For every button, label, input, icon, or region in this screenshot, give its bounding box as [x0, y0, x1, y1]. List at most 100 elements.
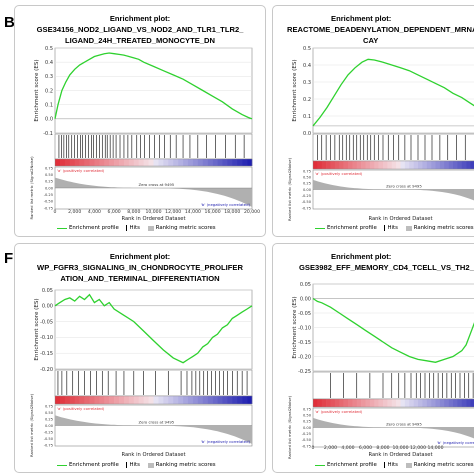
rank-color-bar-segment — [404, 161, 410, 169]
rank-color-bar-segment — [109, 159, 115, 166]
rank-color-bar-segment — [396, 399, 401, 407]
es-tick-label: -0.05 — [298, 311, 311, 317]
rank-color-bar-segment — [64, 396, 71, 404]
es-tick-label: -0.05 — [40, 319, 53, 325]
rank-color-bar-segment — [153, 159, 159, 166]
rank-color-bar-segment — [418, 399, 423, 407]
zero-cross-label: Zero cross at 9495 — [139, 420, 175, 425]
x-axis-label: Rank in Ordered Dataset — [368, 216, 432, 222]
panel-b-title-3: LIGAND_24H_TREATED_MONOCYTE_DN — [64, 36, 216, 45]
rank-color-bar-segment — [339, 161, 344, 169]
metric-tick-label: -0.25 — [44, 193, 53, 197]
metric-axis-label: Ranked list metric (Signal2Noise) — [287, 395, 292, 459]
panel-c-title-1: Enrichment plot: — [331, 14, 392, 23]
legend-hits-swatch — [384, 462, 386, 468]
ranking-metric-positive-area — [313, 417, 397, 428]
rank-color-bar-segment — [192, 396, 199, 404]
rank-color-bar-segment — [374, 161, 379, 169]
rank-color-bar-segment — [173, 159, 179, 166]
rank-color-bar-segment — [69, 159, 75, 166]
metric-tick-label: -0.50 — [44, 437, 54, 441]
legend-enrichment-swatch — [315, 464, 325, 466]
x-tick-label: 8,000 — [127, 209, 140, 215]
legend-enrichment-swatch — [315, 227, 325, 229]
rank-color-bar-segment — [378, 161, 384, 169]
panel-f-title-3: ATION_AND_TERMINAL_DIFFERENTIATION — [60, 274, 220, 283]
positive-correlation-label: 'a' (positively correlated) — [315, 171, 363, 176]
enrichment-profile-line — [54, 52, 253, 120]
rank-color-bar-segment — [84, 396, 90, 404]
rank-color-bar-segment — [361, 161, 366, 169]
metric-tick-label: 0.50 — [303, 414, 312, 418]
rank-color-bar-segment — [439, 399, 445, 407]
metric-tick-label: -0.50 — [302, 200, 312, 204]
es-tick-label: 0.5 — [303, 46, 311, 52]
es-tick-label: -0.10 — [298, 325, 311, 331]
rank-color-bar-segment — [133, 159, 140, 166]
rank-color-bar-segment — [128, 159, 135, 166]
rank-color-bar-segment — [192, 159, 199, 166]
ranking-metric-positive-area — [55, 177, 149, 188]
rank-color-bar-segment — [74, 159, 80, 166]
rank-color-bar-frame — [312, 160, 474, 170]
es-tick-label: 0.2 — [303, 97, 311, 103]
metric-tick-label: -0.75 — [44, 206, 53, 210]
legend-enrichment-label: Enrichment profile — [327, 225, 377, 231]
rank-color-bar-segment — [59, 159, 66, 166]
es-tick-label: 0.2 — [45, 88, 53, 94]
x-tick-label: 14,000 — [427, 445, 443, 451]
rank-color-bar-segment — [369, 399, 375, 407]
rank-color-bar-segment — [326, 399, 331, 407]
panel-label-b: B — [4, 14, 15, 31]
es-tick-label: 0.05 — [42, 288, 53, 294]
rank-color-bar-segment — [123, 159, 130, 166]
rank-color-bar-segment — [313, 399, 318, 407]
legend-hits-label: Hits — [129, 462, 140, 468]
rank-color-bar-segment — [247, 396, 253, 404]
legend-ranking-label: Ranking metric scores — [155, 462, 216, 468]
es-axis-label: Enrichment score (ES) — [34, 59, 40, 121]
rank-color-bar-segment — [158, 159, 164, 166]
rank-color-bar-segment — [59, 396, 66, 404]
rank-color-bar-segment — [79, 159, 85, 166]
metric-tick-label: -0.75 — [302, 444, 311, 448]
es-tick-label: -0.1 — [43, 131, 53, 137]
es-tick-label: 0.5 — [45, 46, 53, 52]
rank-color-bar-segment — [383, 399, 388, 407]
metric-tick-label: 0.00 — [303, 426, 312, 430]
rank-color-bar-segment — [114, 396, 120, 404]
rank-color-bar-segment — [461, 399, 467, 407]
metric-tick-label: 0.25 — [303, 420, 311, 424]
rank-color-bar-segment — [448, 399, 454, 407]
rank-color-bar-segment — [326, 161, 331, 169]
metric-tick-label: 0.00 — [45, 424, 54, 428]
legend-c: Enrichment profile Hits Ranking metric s… — [315, 225, 474, 232]
rank-color-bar-segment — [439, 161, 445, 169]
metric-tick-label: 0.25 — [45, 417, 53, 421]
legend-hits-swatch — [126, 462, 128, 468]
es-tick-label: 0.05 — [300, 282, 311, 288]
rank-color-bar-segment — [242, 159, 248, 166]
rank-color-bar-segment — [133, 396, 140, 404]
metric-tick-label: 0.25 — [45, 180, 53, 184]
legend-enrichment-swatch — [57, 464, 67, 466]
positive-correlation-label: 'a' (positively correlated) — [57, 406, 105, 411]
rank-color-bar-segment — [89, 396, 95, 404]
x-tick-label: 0 — [312, 445, 315, 451]
hits-frame — [312, 371, 474, 400]
rank-color-bar-segment — [387, 161, 393, 169]
rank-color-bar-segment — [153, 396, 159, 404]
hits-frame — [54, 133, 253, 160]
rank-color-bar-segment — [413, 399, 419, 407]
rank-color-bar-segment — [453, 399, 458, 407]
negative-correlation-label: 'b' (negatively correlated) — [437, 440, 474, 445]
rank-color-bar-segment — [466, 399, 471, 407]
rank-color-bar-segment — [317, 399, 323, 407]
rank-color-bar-segment — [313, 161, 318, 169]
legend-ranking-swatch — [405, 462, 412, 468]
hits-frame — [54, 369, 253, 397]
rank-color-bar-segment — [84, 159, 90, 166]
rank-color-bar-segment — [457, 161, 463, 169]
positive-correlation-label: 'a' (positively correlated) — [315, 409, 363, 414]
metric-tick-label: 0.75 — [303, 407, 311, 411]
